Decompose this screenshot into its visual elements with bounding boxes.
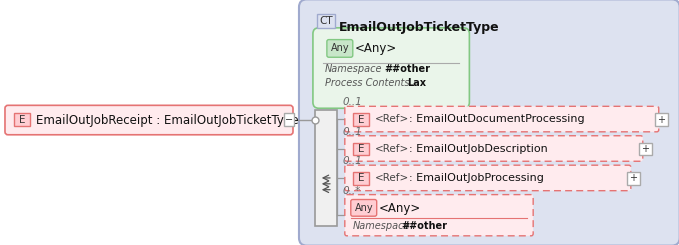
Text: EmailOutJobTicketType: EmailOutJobTicketType	[339, 21, 500, 34]
Text: <Any>: <Any>	[379, 202, 421, 215]
Bar	[14, 113, 30, 126]
Text: <Any>: <Any>	[355, 42, 397, 55]
Text: : EmailOutDocumentProcessing: : EmailOutDocumentProcessing	[409, 114, 584, 124]
Text: E: E	[358, 144, 364, 154]
Text: 0..1: 0..1	[343, 127, 363, 137]
Text: +: +	[657, 115, 665, 124]
FancyBboxPatch shape	[327, 40, 353, 57]
FancyBboxPatch shape	[345, 195, 533, 236]
FancyBboxPatch shape	[313, 28, 469, 108]
Text: E: E	[358, 115, 364, 124]
Text: Any: Any	[354, 203, 373, 213]
Bar	[353, 172, 369, 185]
FancyBboxPatch shape	[345, 165, 631, 191]
Text: <Ref>: <Ref>	[375, 173, 409, 183]
Bar	[639, 143, 652, 155]
Text: : EmailOutJobDescription: : EmailOutJobDescription	[409, 144, 547, 154]
Text: ##other: ##other	[401, 221, 447, 231]
Bar	[627, 172, 640, 185]
Bar	[317, 14, 335, 28]
FancyBboxPatch shape	[5, 105, 293, 135]
Text: ##other: ##other	[385, 64, 430, 74]
Text: 0..*: 0..*	[343, 186, 361, 196]
Bar	[353, 143, 369, 155]
Bar	[655, 113, 667, 126]
FancyBboxPatch shape	[299, 0, 679, 245]
Text: +: +	[629, 173, 638, 184]
Text: <Ref>: <Ref>	[375, 144, 409, 154]
Text: Namespace: Namespace	[353, 221, 410, 231]
Text: CT: CT	[319, 16, 333, 26]
FancyBboxPatch shape	[345, 106, 659, 132]
Text: 0..1: 0..1	[343, 156, 363, 166]
Text: Lax: Lax	[407, 78, 426, 88]
Text: : EmailOutJobProcessing: : EmailOutJobProcessing	[409, 173, 543, 183]
Text: E: E	[358, 173, 364, 184]
Bar	[353, 113, 369, 126]
Text: Namespace: Namespace	[325, 64, 382, 74]
Text: <Ref>: <Ref>	[375, 114, 409, 124]
FancyBboxPatch shape	[351, 199, 377, 216]
Text: 0..1: 0..1	[343, 97, 363, 107]
Text: Process Contents: Process Contents	[325, 78, 409, 88]
FancyBboxPatch shape	[345, 136, 643, 161]
Bar	[315, 110, 337, 226]
Text: E: E	[19, 115, 25, 124]
Text: +: +	[641, 144, 649, 154]
Bar	[284, 113, 294, 126]
Text: −: −	[285, 115, 293, 124]
Text: EmailOutJobReceipt : EmailOutJobTicketType: EmailOutJobReceipt : EmailOutJobTicketTy…	[36, 113, 299, 127]
Text: Any: Any	[331, 43, 349, 53]
